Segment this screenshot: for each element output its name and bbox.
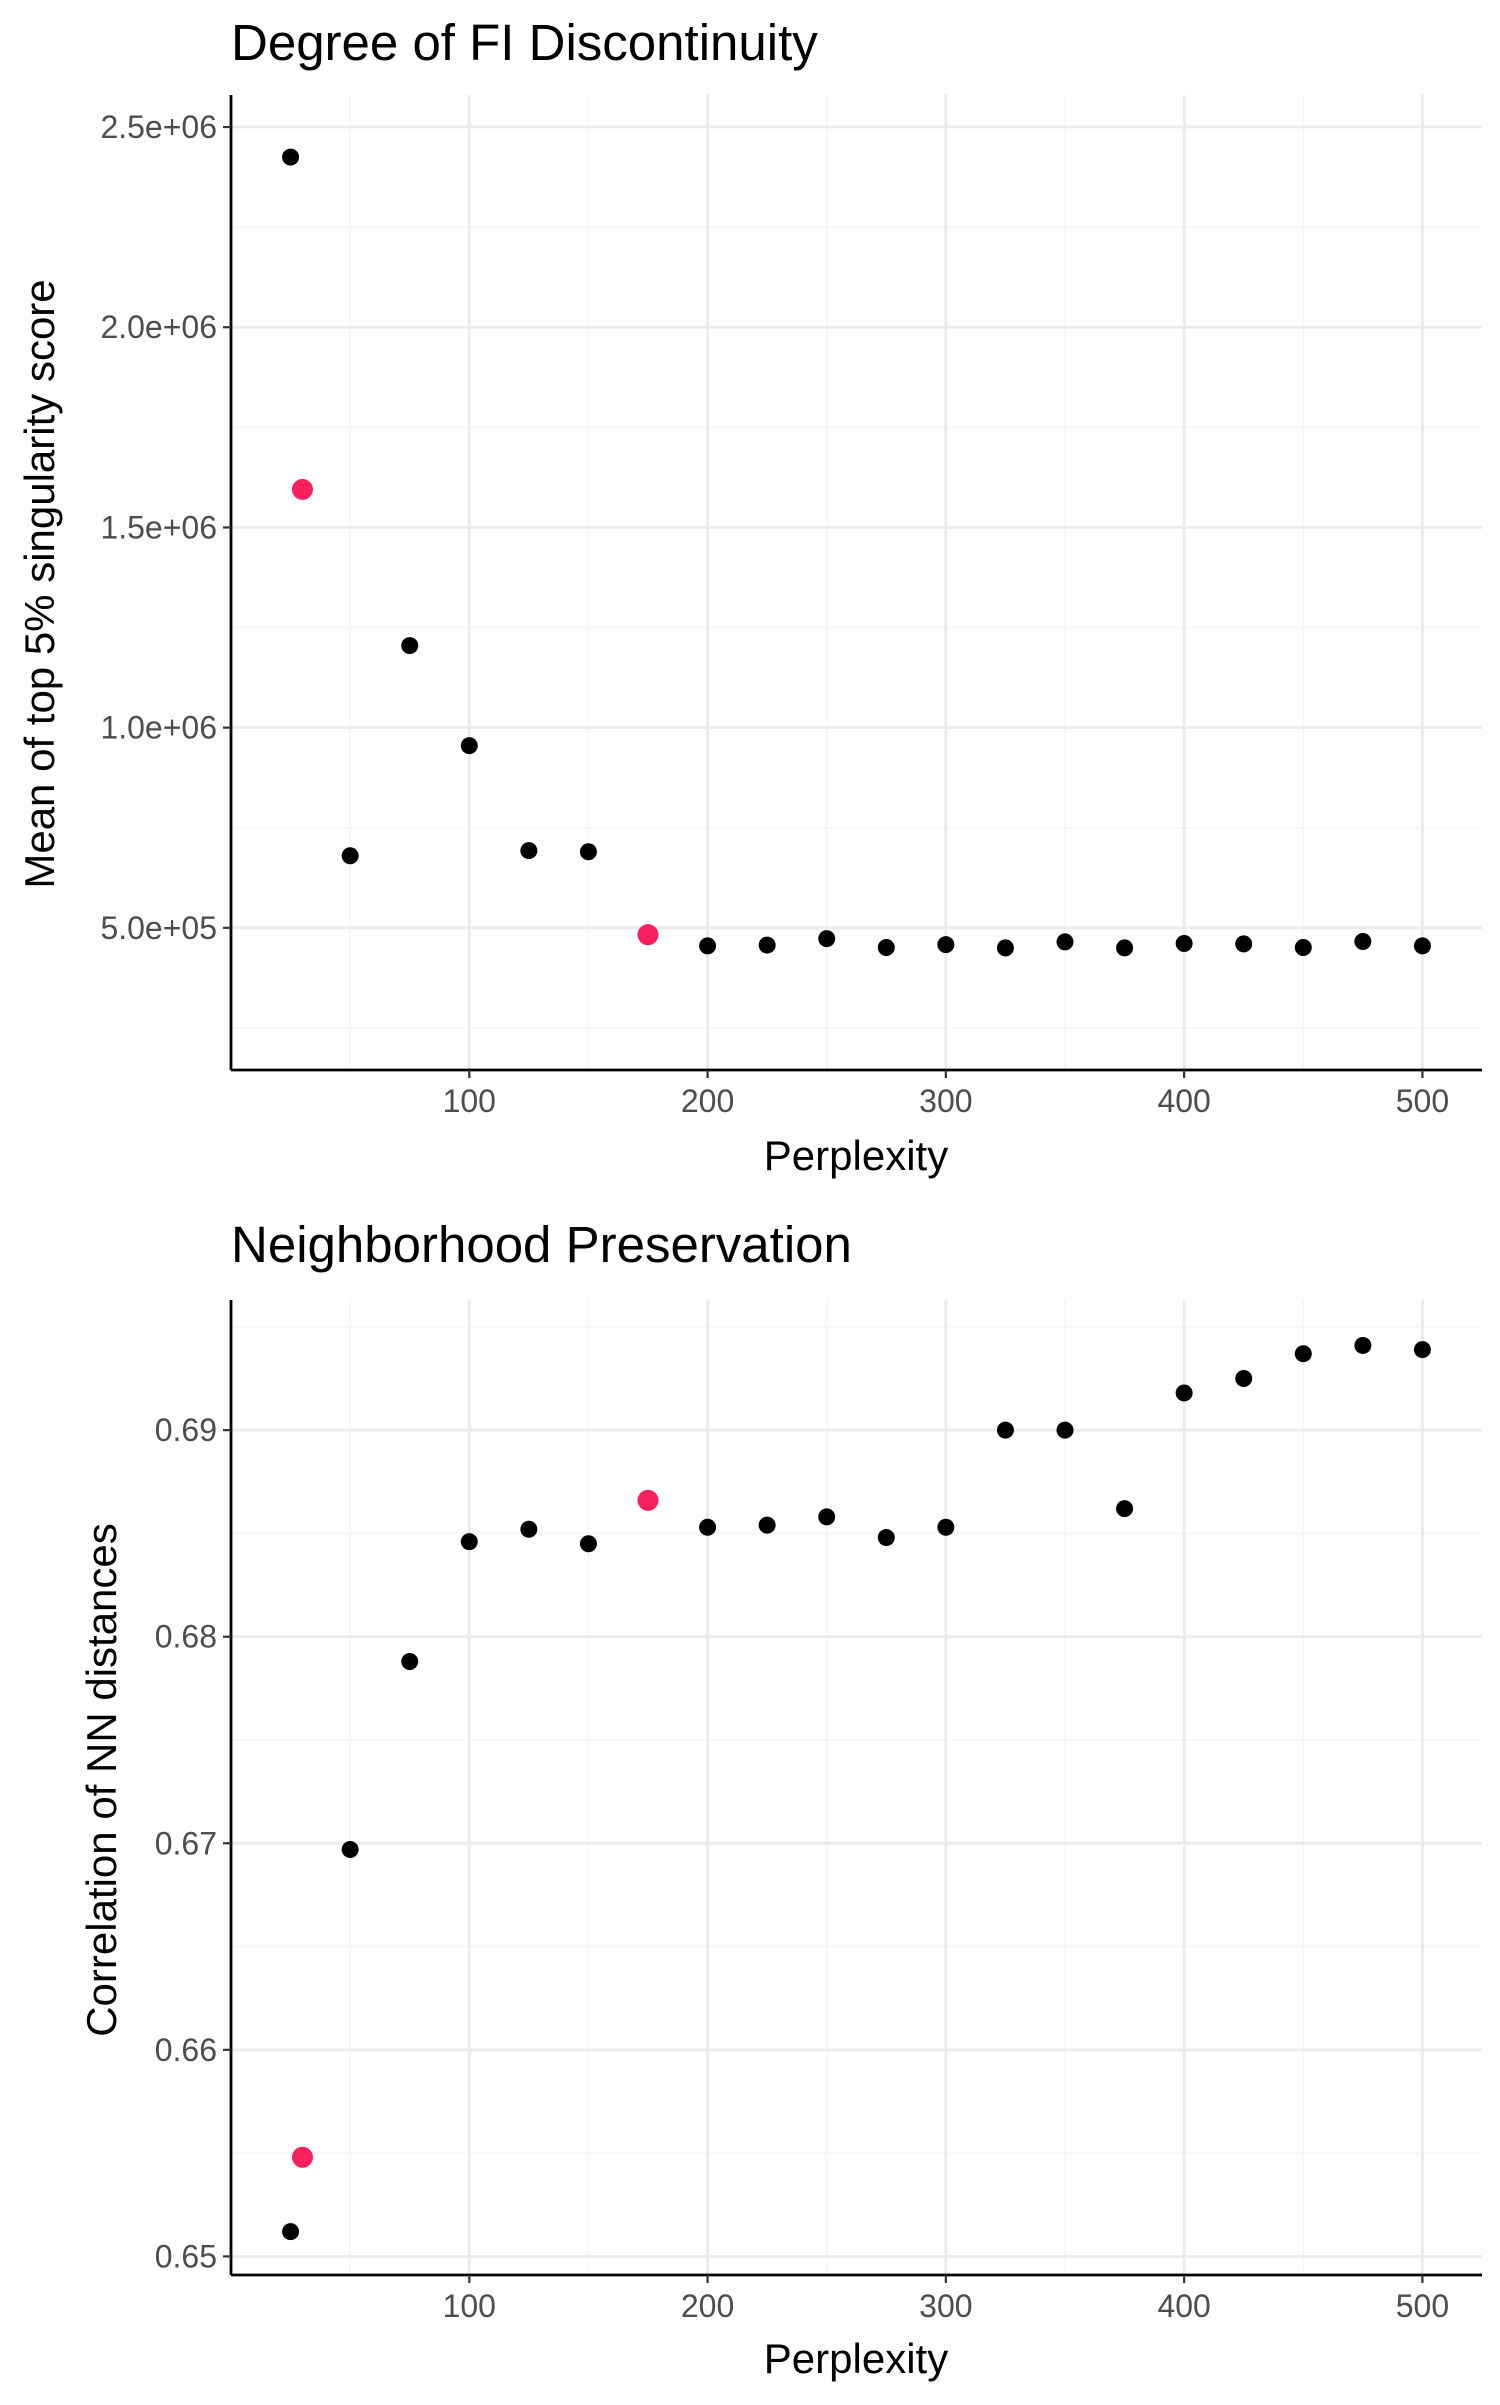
data-point	[996, 1421, 1014, 1439]
gridlines	[231, 95, 1482, 1070]
y-tick-label: 0.69	[155, 1412, 217, 1448]
data-point	[282, 2223, 300, 2241]
y-tick-label: 1.0e+06	[100, 710, 217, 746]
data-point	[937, 1518, 955, 1536]
x-axis-label: Perplexity	[764, 1132, 948, 1179]
data-point	[758, 936, 776, 954]
data-point	[1056, 1421, 1074, 1439]
data-point	[1354, 932, 1372, 950]
data-point	[520, 1520, 538, 1538]
chart-panel-neighborhood-preservation: Neighborhood Preservation 100 200 300 400 50…	[78, 1216, 1482, 2382]
chart-title: Degree of FI Discontinuity	[231, 14, 818, 71]
data-point	[341, 847, 359, 865]
y-tick-label: 2.5e+06	[100, 109, 217, 145]
x-tick-label: 200	[681, 1083, 734, 1119]
data-point	[818, 930, 836, 948]
data-point	[579, 1535, 597, 1553]
x-tick-label: 300	[919, 2288, 972, 2324]
data-point	[1413, 1341, 1431, 1359]
chart-panel-fi-discontinuity: Degree of FI Discontinuity 100 200 300 400 5…	[16, 14, 1482, 1179]
data-point	[877, 1529, 895, 1547]
data-point	[401, 637, 419, 655]
data-point	[996, 939, 1014, 957]
axes	[229, 1300, 1482, 2277]
data-point	[1175, 934, 1193, 952]
y-tick-label: 5.0e+05	[100, 910, 217, 946]
x-tick-label: 500	[1396, 1083, 1449, 1119]
data-point	[1175, 1384, 1193, 1402]
data-point	[401, 1652, 419, 1670]
data-point	[937, 936, 955, 954]
y-tick-label: 0.66	[155, 2032, 217, 2068]
highlighted-data-point	[637, 924, 659, 946]
y-tick-label: 2.0e+06	[100, 309, 217, 345]
y-axis-label: Mean of top 5% singularity score	[16, 279, 63, 888]
data-point	[877, 938, 895, 956]
data-point	[1235, 1369, 1253, 1387]
y-tick-label: 0.67	[155, 1825, 217, 1861]
highlighted-data-point	[291, 2146, 313, 2168]
axes	[229, 95, 1482, 1072]
highlighted-data-point	[291, 478, 313, 500]
data-point	[1413, 937, 1431, 955]
y-tick-label: 1.5e+06	[100, 509, 217, 545]
data-point	[1354, 1336, 1372, 1354]
x-tick-label: 500	[1396, 2288, 1449, 2324]
x-axis-ticks: 100 200 300 400 500	[443, 1070, 1449, 1119]
chart-title: Neighborhood Preservation	[231, 1216, 852, 1273]
data-point	[1294, 938, 1312, 956]
data-point	[1294, 1345, 1312, 1363]
data-point	[818, 1508, 836, 1526]
x-tick-label: 200	[681, 2288, 734, 2324]
data-point	[460, 1533, 478, 1551]
data-point	[460, 737, 478, 755]
x-tick-label: 100	[443, 2288, 496, 2324]
data-point	[341, 1840, 359, 1858]
data-point	[579, 843, 597, 861]
data-point	[520, 842, 538, 860]
data-point	[699, 1518, 717, 1536]
y-tick-label: 0.68	[155, 1619, 217, 1655]
data-point	[1116, 1500, 1134, 1518]
data-point	[758, 1516, 776, 1534]
data-point	[1235, 935, 1253, 953]
highlighted-data-point	[637, 1489, 659, 1511]
data-point	[1116, 939, 1134, 957]
y-axis-label: Correlation of NN distances	[78, 1523, 125, 2037]
y-tick-label: 0.65	[155, 2238, 217, 2274]
data-point	[282, 148, 300, 166]
y-axis-ticks: 0.65 0.66 0.67 0.68 0.69	[155, 1412, 231, 2274]
gridlines	[231, 1300, 1482, 2275]
data-points	[282, 1336, 1431, 2241]
data-point	[699, 937, 717, 955]
x-tick-label: 400	[1157, 1083, 1210, 1119]
x-tick-label: 300	[919, 1083, 972, 1119]
x-tick-label: 400	[1157, 2288, 1210, 2324]
x-tick-label: 100	[443, 1083, 496, 1119]
data-points	[282, 148, 1431, 957]
data-point	[1056, 933, 1074, 951]
x-axis-ticks: 100 200 300 400 500	[443, 2275, 1449, 2324]
x-axis-label: Perplexity	[764, 2335, 948, 2382]
y-axis-ticks: 5.0e+05 1.0e+06 1.5e+06 2.0e+06 2.5e+06	[100, 109, 231, 946]
